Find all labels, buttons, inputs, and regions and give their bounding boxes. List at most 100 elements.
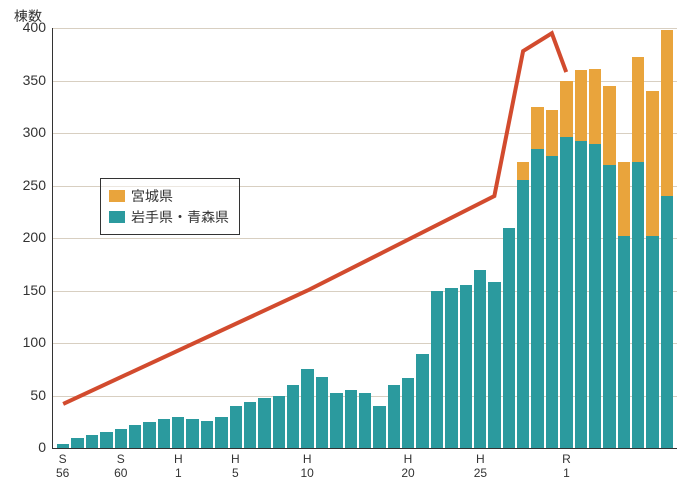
bar bbox=[445, 288, 457, 448]
bar-segment bbox=[345, 390, 357, 448]
bar bbox=[373, 406, 385, 448]
bar bbox=[301, 369, 313, 448]
bar-segment bbox=[531, 149, 543, 448]
x-tick-label bbox=[129, 452, 141, 481]
x-tick-label bbox=[330, 452, 342, 481]
y-tick-label: 300 bbox=[8, 124, 46, 140]
bar bbox=[287, 385, 299, 448]
x-tick-label bbox=[186, 452, 198, 481]
bar bbox=[158, 419, 170, 448]
bar-segment bbox=[517, 180, 529, 448]
bar bbox=[503, 228, 515, 449]
y-tick-label: 250 bbox=[8, 177, 46, 193]
bar bbox=[661, 30, 673, 448]
bar-segment bbox=[618, 236, 630, 448]
bar-segment bbox=[244, 402, 256, 448]
bar-segment bbox=[416, 354, 428, 449]
bar-segment bbox=[460, 285, 472, 448]
bar bbox=[618, 162, 630, 448]
x-tick-label bbox=[71, 452, 83, 481]
bar-segment bbox=[402, 378, 414, 448]
x-tick-label bbox=[532, 452, 544, 481]
x-tick-label bbox=[243, 452, 255, 481]
x-tick-label bbox=[575, 452, 587, 481]
plot-area bbox=[52, 28, 677, 449]
x-tick-label bbox=[359, 452, 371, 481]
bar bbox=[201, 421, 213, 448]
bar bbox=[71, 438, 83, 449]
y-tick-label: 400 bbox=[8, 19, 46, 35]
bar bbox=[603, 86, 615, 448]
y-tick-label: 200 bbox=[8, 229, 46, 245]
bar-segment bbox=[431, 291, 443, 449]
bar-segment bbox=[661, 196, 673, 448]
bar-segment bbox=[546, 156, 558, 448]
bar bbox=[330, 393, 342, 448]
legend-label: 岩手県・青森県 bbox=[131, 207, 229, 227]
chart-container: 棟数 S 56S 60H 1H 5H 10H 20H 25R 1 宮城県岩手県・… bbox=[0, 0, 700, 504]
y-tick-label: 150 bbox=[8, 282, 46, 298]
legend-item: 岩手県・青森県 bbox=[109, 207, 229, 227]
bar-segment bbox=[646, 91, 658, 236]
bar bbox=[230, 406, 242, 448]
bar-segment bbox=[560, 81, 572, 138]
bar bbox=[172, 417, 184, 449]
bar-segment bbox=[531, 107, 543, 149]
x-tick-label bbox=[632, 452, 644, 481]
bar-segment bbox=[143, 422, 155, 448]
bar bbox=[345, 390, 357, 448]
bar-segment bbox=[546, 110, 558, 156]
bar-segment bbox=[661, 30, 673, 196]
bar bbox=[129, 425, 141, 448]
bar-segment bbox=[186, 419, 198, 448]
x-tick-label bbox=[201, 452, 213, 481]
bar bbox=[560, 81, 572, 448]
x-tick-label bbox=[100, 452, 112, 481]
bar bbox=[546, 110, 558, 448]
bar-segment bbox=[71, 438, 83, 449]
bar-segment bbox=[129, 425, 141, 448]
bar-segment bbox=[560, 137, 572, 448]
bar-segment bbox=[359, 393, 371, 448]
bar-segment bbox=[618, 162, 630, 236]
x-tick-label: H 1 bbox=[172, 452, 184, 481]
x-tick-label: H 20 bbox=[401, 452, 414, 481]
bar bbox=[244, 402, 256, 448]
bar-segment bbox=[632, 162, 644, 448]
bar-segment bbox=[589, 69, 601, 144]
bar-segment bbox=[503, 228, 515, 449]
bar-segment bbox=[603, 86, 615, 165]
bar-segment bbox=[373, 406, 385, 448]
x-tick-label bbox=[86, 452, 98, 481]
bar-segment bbox=[57, 444, 69, 448]
x-tick-label bbox=[431, 452, 443, 481]
bar bbox=[589, 69, 601, 448]
y-tick-label: 350 bbox=[8, 72, 46, 88]
bar-segment bbox=[172, 417, 184, 449]
y-tick-label: 0 bbox=[8, 439, 46, 455]
x-tick-label bbox=[417, 452, 429, 481]
x-tick-label bbox=[144, 452, 156, 481]
bar-segment bbox=[258, 398, 270, 448]
x-tick-label bbox=[518, 452, 530, 481]
x-tick-label bbox=[373, 452, 385, 481]
x-tick-label bbox=[158, 452, 170, 481]
legend-swatch bbox=[109, 190, 125, 202]
bar bbox=[100, 432, 112, 448]
bar-segment bbox=[388, 385, 400, 448]
x-tick-label bbox=[617, 452, 629, 481]
x-tick-label bbox=[286, 452, 298, 481]
bar bbox=[632, 57, 644, 448]
bar-segment bbox=[158, 419, 170, 448]
legend: 宮城県岩手県・青森県 bbox=[100, 178, 240, 235]
bar bbox=[388, 385, 400, 448]
x-tick-label: S 60 bbox=[114, 452, 127, 481]
bar-segment bbox=[517, 162, 529, 180]
x-tick-label bbox=[503, 452, 515, 481]
bars-group bbox=[53, 28, 677, 448]
x-tick-label: H 10 bbox=[300, 452, 313, 481]
legend-label: 宮城県 bbox=[131, 186, 173, 206]
bar bbox=[258, 398, 270, 448]
x-tick-label bbox=[646, 452, 658, 481]
x-tick-label bbox=[316, 452, 328, 481]
